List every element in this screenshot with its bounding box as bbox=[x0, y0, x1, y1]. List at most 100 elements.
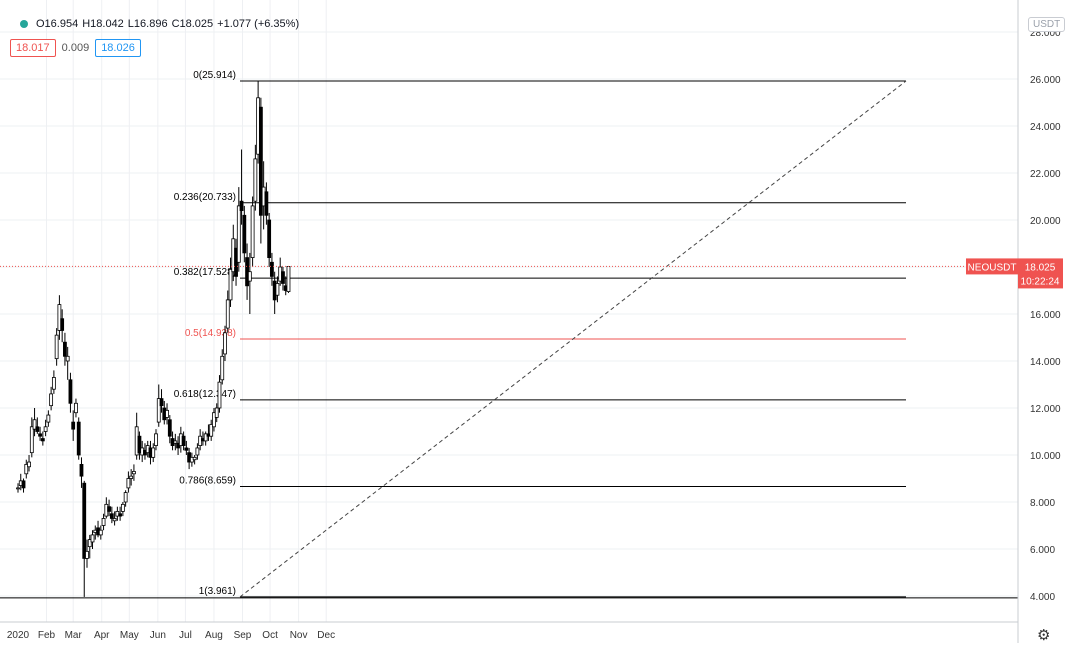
candle-body bbox=[85, 550, 89, 559]
candle bbox=[242, 205, 247, 263]
candle-body bbox=[159, 398, 164, 407]
candle bbox=[132, 464, 136, 481]
price-tick-label: 12.000 bbox=[1030, 404, 1061, 415]
candle-body bbox=[167, 419, 172, 437]
candle bbox=[258, 97, 263, 244]
fib-level-label: 1(3.961) bbox=[199, 586, 236, 597]
candle-body bbox=[49, 393, 54, 407]
candle bbox=[236, 187, 241, 272]
candle bbox=[156, 384, 161, 427]
fib-level-label: 0.786(8.659) bbox=[179, 476, 236, 487]
candle bbox=[239, 149, 244, 225]
last-price-marker: NEOUSDT 18.025 10:22:24 bbox=[0, 258, 1063, 289]
candle bbox=[212, 408, 216, 432]
candle-body bbox=[239, 200, 244, 211]
candle-body bbox=[203, 433, 208, 442]
candle-body bbox=[181, 435, 186, 447]
trend-dashed-line[interactable] bbox=[239, 80, 907, 598]
time-tick-label: Apr bbox=[94, 630, 110, 641]
candle-body bbox=[250, 205, 255, 258]
candle bbox=[217, 375, 222, 413]
candle-body bbox=[223, 332, 227, 355]
candle-body bbox=[209, 424, 214, 437]
candle-body bbox=[74, 402, 78, 414]
candle bbox=[281, 267, 285, 291]
spread-value: 0.009 bbox=[61, 42, 90, 54]
price-tick-label: 20.000 bbox=[1030, 216, 1061, 227]
candle-body bbox=[76, 421, 81, 456]
chart-axes: 4.000 6.000 8.000 10.000 12.000 14.000 16.000 1… bbox=[0, 0, 1061, 643]
buy-price-button[interactable]: 18.026 bbox=[95, 39, 141, 57]
candle-body bbox=[165, 409, 169, 418]
candle-body bbox=[35, 426, 40, 432]
candle-body bbox=[29, 426, 34, 454]
candle-body bbox=[264, 191, 269, 216]
candle bbox=[29, 417, 34, 458]
candles bbox=[16, 81, 291, 597]
candle-body bbox=[286, 266, 291, 292]
candle bbox=[112, 511, 117, 526]
candle bbox=[129, 469, 134, 486]
candle-body bbox=[192, 456, 197, 461]
symbol-tag-label: NEOUSDT bbox=[968, 262, 1017, 273]
candle bbox=[120, 502, 125, 517]
candle-body bbox=[107, 506, 111, 512]
candle-body bbox=[217, 381, 222, 409]
candle bbox=[21, 478, 26, 493]
candle-body bbox=[228, 268, 233, 301]
candle-body bbox=[68, 379, 73, 404]
candle-body bbox=[112, 518, 117, 522]
candle-body bbox=[129, 475, 134, 479]
candle bbox=[167, 415, 172, 444]
price-tick-label: 10.000 bbox=[1030, 451, 1061, 462]
candle bbox=[192, 455, 197, 465]
candle bbox=[165, 403, 169, 425]
price-tick-label: 24.000 bbox=[1030, 122, 1061, 133]
candle bbox=[109, 506, 114, 524]
currency-badge[interactable]: USDT bbox=[1028, 17, 1066, 32]
price-tick-label: 14.000 bbox=[1030, 357, 1061, 368]
candle-body bbox=[281, 271, 285, 284]
candle bbox=[264, 182, 269, 225]
candle-body bbox=[137, 435, 142, 454]
trend-line[interactable] bbox=[239, 80, 907, 598]
candle-body bbox=[24, 463, 29, 475]
candle-body bbox=[51, 377, 56, 390]
candle bbox=[76, 417, 81, 460]
candle-body bbox=[270, 261, 274, 277]
candle-body bbox=[109, 513, 114, 519]
candle bbox=[79, 457, 84, 488]
fib-retracement[interactable]: 0(25.914) 0.236(20.733) 0.382(17.528) 0.5(1… bbox=[0, 70, 1018, 599]
candle bbox=[286, 266, 291, 293]
fib-level-label: 0.236(20.733) bbox=[174, 192, 236, 203]
candle-body bbox=[258, 106, 263, 216]
candle bbox=[43, 419, 48, 437]
candle bbox=[38, 426, 42, 441]
candle bbox=[228, 257, 233, 307]
candle bbox=[214, 403, 219, 423]
candle bbox=[74, 398, 78, 418]
candle-body bbox=[118, 513, 123, 517]
time-tick-label: Aug bbox=[205, 630, 223, 641]
time-tick-label: Dec bbox=[317, 630, 335, 641]
candle bbox=[24, 459, 29, 479]
candle-body bbox=[90, 534, 95, 543]
symbol-tag bbox=[966, 258, 1018, 275]
candle-body bbox=[151, 447, 156, 458]
time-tick-label: Nov bbox=[290, 630, 308, 641]
candle bbox=[57, 295, 62, 340]
candle-body bbox=[195, 447, 200, 456]
countdown-label: 10:22:24 bbox=[1021, 276, 1060, 287]
settings-gear-icon[interactable]: ⚙ bbox=[1037, 627, 1051, 644]
sell-price-button[interactable]: 18.017 bbox=[10, 39, 56, 57]
candle-body bbox=[40, 438, 45, 442]
status-dot-icon bbox=[20, 20, 28, 29]
candle-body bbox=[236, 205, 241, 263]
candle-body bbox=[60, 318, 65, 331]
price-tick-label: 6.000 bbox=[1030, 545, 1055, 556]
candle-body bbox=[275, 283, 280, 296]
candle bbox=[87, 534, 92, 559]
candle-body bbox=[242, 214, 247, 254]
candle bbox=[98, 525, 103, 540]
